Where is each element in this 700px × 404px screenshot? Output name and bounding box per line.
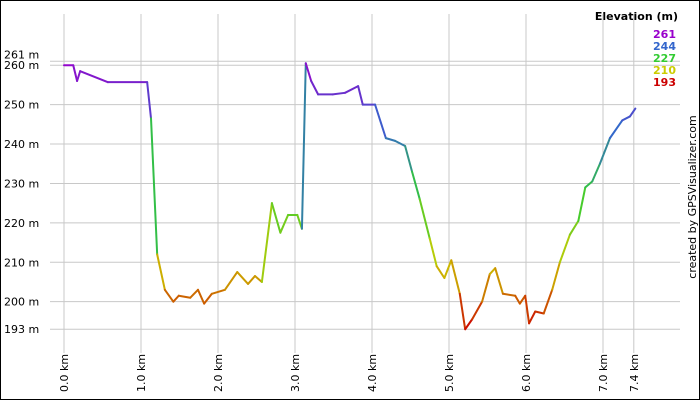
elevation-segment bbox=[524, 294, 531, 325]
elevation-segment bbox=[443, 259, 453, 280]
legend-value: 193 bbox=[653, 76, 676, 89]
y-tick-label: 260 m bbox=[4, 59, 39, 72]
elevation-segment bbox=[384, 137, 397, 142]
y-tick-label: 261 m bbox=[4, 48, 39, 61]
y-tick-label: 193 m bbox=[4, 323, 39, 336]
elevation-segment bbox=[163, 288, 175, 303]
elevation-segment bbox=[518, 294, 527, 305]
elevation-segment bbox=[260, 202, 273, 283]
legend-title: Elevation (m) bbox=[595, 10, 678, 23]
elevation-segment bbox=[150, 117, 159, 256]
elevation-segment bbox=[344, 85, 360, 94]
legend-value: 210 bbox=[653, 64, 676, 77]
elevation-segment bbox=[411, 170, 421, 201]
y-tick-label: 200 m bbox=[4, 296, 39, 309]
elevation-segment bbox=[501, 292, 517, 297]
elevation-segment bbox=[577, 186, 587, 222]
y-tick-label: 250 m bbox=[4, 99, 39, 112]
elevation-segment bbox=[488, 267, 497, 276]
elevation-segment bbox=[528, 310, 537, 325]
elevation-segment bbox=[156, 253, 166, 291]
elevation-segment bbox=[72, 64, 79, 82]
legend-value: 244 bbox=[653, 40, 676, 53]
elevation-segment bbox=[628, 107, 637, 118]
x-tick-label: 7.4 km bbox=[628, 354, 641, 392]
elevation-segment bbox=[621, 115, 631, 122]
elevation-segment bbox=[584, 180, 594, 189]
y-tick-label: 210 m bbox=[4, 256, 39, 269]
x-tick-label: 0.0 km bbox=[58, 354, 71, 392]
elevation-segment bbox=[253, 275, 263, 283]
elevation-segment bbox=[418, 198, 431, 240]
elevation-segment bbox=[494, 267, 504, 295]
elevation-segment bbox=[534, 310, 545, 315]
elevation-segment bbox=[542, 288, 554, 315]
elevation-segment bbox=[591, 162, 601, 183]
elevation-segment bbox=[146, 81, 153, 120]
y-tick-label: 240 m bbox=[4, 138, 39, 151]
x-tick-label: 6.0 km bbox=[520, 354, 533, 392]
x-tick-label: 5.0 km bbox=[443, 354, 456, 392]
elevation-segment bbox=[514, 294, 521, 305]
elevation-segment bbox=[435, 265, 446, 280]
elevation-segment bbox=[270, 202, 282, 234]
elevation-segment bbox=[279, 213, 290, 234]
elevation-segment bbox=[203, 292, 213, 305]
x-tick-label: 3.0 km bbox=[289, 354, 302, 392]
elevation-segment bbox=[608, 119, 624, 140]
elevation-segment bbox=[247, 275, 256, 285]
elevation-segment bbox=[172, 294, 180, 303]
elevation-segment bbox=[210, 288, 226, 295]
elevation-segment bbox=[450, 259, 461, 295]
elevation-segment bbox=[558, 233, 571, 264]
elevation-segment bbox=[374, 103, 387, 140]
elevation-segment bbox=[394, 139, 407, 148]
elevation-segment bbox=[310, 79, 320, 96]
elevation-segment bbox=[223, 271, 239, 291]
elevation-segment bbox=[177, 294, 192, 299]
elevation-segment bbox=[428, 237, 438, 268]
elevation-segment bbox=[79, 70, 109, 84]
elevation-segment bbox=[236, 271, 250, 285]
elevation-segment bbox=[304, 62, 313, 82]
x-tick-label: 4.0 km bbox=[366, 354, 379, 392]
elevation-segment bbox=[331, 91, 347, 96]
elevation-segment bbox=[196, 288, 206, 305]
legend-value: 261 bbox=[653, 28, 676, 41]
elevation-segment bbox=[76, 70, 82, 82]
y-tick-label: 230 m bbox=[4, 177, 39, 190]
x-tick-label: 1.0 km bbox=[135, 354, 148, 392]
elevation-segment bbox=[458, 292, 467, 331]
elevation-segment bbox=[464, 318, 474, 331]
elevation-segment bbox=[300, 62, 307, 230]
x-tick-label: 7.0 km bbox=[597, 354, 610, 392]
elevation-segment bbox=[471, 300, 484, 321]
elevation-segment bbox=[598, 137, 611, 165]
x-tick-label: 2.0 km bbox=[212, 354, 225, 392]
elevation-segment bbox=[551, 261, 561, 291]
elevation-segment bbox=[357, 85, 364, 106]
credit: created by GPSVisualizer.com bbox=[686, 115, 699, 278]
elevation-segment bbox=[189, 288, 199, 299]
legend-value: 227 bbox=[653, 52, 676, 65]
elevation-segment bbox=[568, 219, 580, 236]
y-tick-label: 220 m bbox=[4, 217, 39, 230]
elevation-segment bbox=[481, 273, 491, 303]
elevation-segment bbox=[404, 145, 414, 173]
